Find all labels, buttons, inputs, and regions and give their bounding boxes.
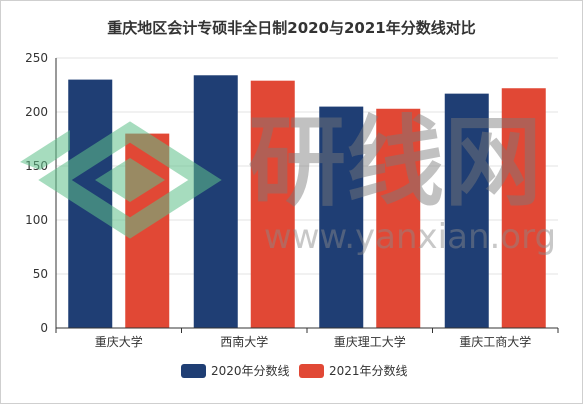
legend: 2020年分数线 2021年分数线 [181,363,408,378]
y-tick-label: 250 [25,51,48,65]
legend-swatch[interactable] [299,364,324,378]
bar-2020-1 [193,75,238,328]
legend-label[interactable]: 2020年分数线 [211,363,290,378]
y-tick-label: 200 [25,105,48,119]
x-axis: 重庆大学 西南大学 重庆理工大学 重庆工商大学 [55,327,559,349]
bar-2021-3 [501,88,546,329]
x-category-label: 重庆理工大学 [334,334,406,349]
legend-swatch[interactable] [181,364,206,378]
y-tick-label: 50 [33,267,48,281]
y-axis: 050100150200250 [25,51,57,335]
y-tick-label: 100 [25,213,48,227]
watermark-url: www.yanxian.org [264,217,556,257]
watermark: 研线网 www.yanxian.org [20,106,556,257]
legend-label[interactable]: 2021年分数线 [329,363,408,378]
y-tick-label: 0 [40,321,48,335]
watermark-cn: 研线网 [248,106,542,220]
bar-2020-3 [444,93,489,328]
x-category-label: 重庆大学 [95,334,143,349]
x-category-label: 重庆工商大学 [459,334,531,349]
x-category-label: 西南大学 [220,334,268,349]
watermark-logo-icon [20,121,222,239]
bar-2021-2 [376,108,421,328]
chart-title: 重庆地区会计专硕非全日制2020与2021年分数线对比 [107,19,476,37]
bar-2020-2 [319,106,364,328]
bar-2021-1 [250,80,295,329]
